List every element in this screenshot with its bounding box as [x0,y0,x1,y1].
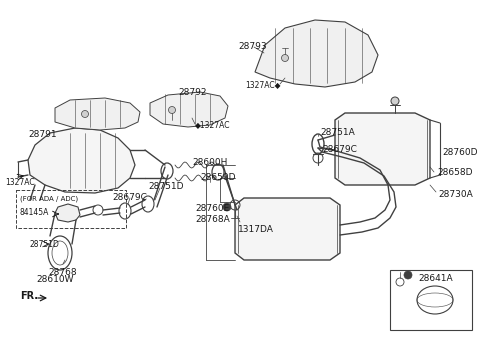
Text: 28793: 28793 [238,42,266,51]
Text: 28650D: 28650D [200,173,236,182]
Circle shape [391,97,399,105]
Polygon shape [235,198,340,260]
Text: 28658D: 28658D [437,168,472,177]
Text: ◆1327AC: ◆1327AC [195,120,230,129]
Text: 1327AC◆: 1327AC◆ [245,80,280,89]
Polygon shape [55,204,80,222]
Text: 28730A: 28730A [438,190,473,199]
Circle shape [404,271,412,279]
Text: 28768: 28768 [48,268,77,277]
Text: 28760D: 28760D [442,148,478,157]
Text: 1327AC: 1327AC [5,178,35,187]
Polygon shape [255,20,378,87]
Text: 28610W: 28610W [36,275,74,284]
Circle shape [223,203,231,211]
Bar [16,190,126,228]
Circle shape [168,106,176,114]
Polygon shape [335,113,430,185]
Text: 84145A: 84145A [20,208,49,217]
Text: 28751D: 28751D [30,240,60,249]
Bar [390,270,472,330]
Polygon shape [150,92,228,127]
Text: 1317DA: 1317DA [238,225,274,234]
Polygon shape [55,98,140,130]
Text: 28679C: 28679C [112,193,147,202]
Text: 28641A: 28641A [418,274,453,283]
Circle shape [281,55,288,61]
Text: 28768A: 28768A [195,215,230,224]
Polygon shape [28,128,135,193]
Text: 28679C: 28679C [322,145,357,154]
Text: 28760E: 28760E [195,204,229,213]
Circle shape [82,111,88,118]
Text: 28791: 28791 [28,130,57,139]
Text: 28751D: 28751D [148,182,183,191]
Text: 28792: 28792 [178,88,206,97]
Text: 28751A: 28751A [320,128,355,137]
Text: 28600H: 28600H [192,158,228,167]
Text: (FOR ADA / ADC): (FOR ADA / ADC) [20,196,78,202]
Text: FR.: FR. [20,291,38,301]
